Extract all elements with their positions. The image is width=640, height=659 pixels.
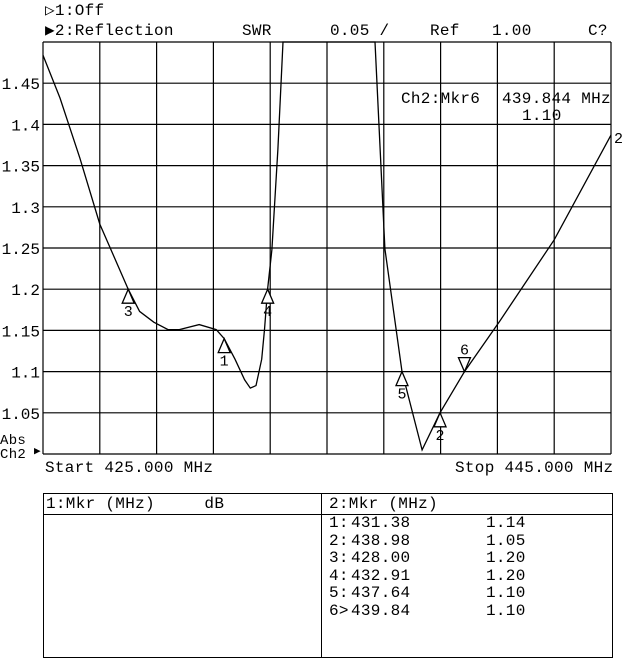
marker-6[interactable]: 6 [457,343,472,374]
ref-position-arrow-icon: ▶ [34,446,41,458]
marker-triangle-up-icon [121,287,136,304]
channel-label: Ch2 [0,447,27,463]
marker-row-freq: 439.84 [351,601,411,620]
marker-label: 5 [397,387,406,404]
marker-row-id: 4: [329,566,349,585]
grid [42,41,612,455]
y-tick-label: 1.2 [11,282,40,300]
abs-label: Abs [0,433,27,449]
ref-label: Ref [430,22,460,40]
marker-triangle-up-icon [433,411,448,428]
start-frequency[interactable]: Start 425.000 MHz [45,459,214,477]
y-tick-label: 1.1 [11,365,40,383]
marker-row-value: 1.05 [486,531,526,550]
marker-label: 3 [124,304,133,321]
y-tick-label: 1.3 [11,200,40,218]
marker-label: 2 [436,428,445,445]
scale-label: 0.05 / [330,22,390,40]
ref-value: 1.00 [492,22,532,40]
marker-triangle-up-icon [394,369,409,387]
channel1-status[interactable]: ▷1:Off [45,2,105,20]
marker-3[interactable]: 3 [121,287,136,321]
marker-label: 4 [263,304,272,321]
y-tick-label: 1.45 [2,76,40,94]
marker-row-freq: 431.38 [351,514,411,532]
channel2-status[interactable]: ▶2:Reflection [45,22,174,40]
marker-row-freq: 432.91 [351,566,411,585]
marker-row-value: 1.10 [486,601,526,620]
marker-readout-freq: 439.844 MHz [502,90,611,108]
y-tick-label: 1.25 [2,241,40,259]
marker-row-id: 3: [329,549,349,567]
marker-row-value: 1.20 [486,549,526,567]
y-tick-label: 1.15 [2,323,40,341]
y-tick-labels: 1.45 1.4 1.35 1.3 1.25 1.2 1.15 1.1 1.05 [2,76,40,424]
marker-label: 6 [460,343,469,360]
marker-row-freq: 438.98 [351,531,411,550]
stop-frequency[interactable]: Stop 445.000 MHz [455,459,614,477]
marker-triangle-up-icon [260,287,275,304]
marker-table: 1:Mkr (MHz) dB 2:Mkr (MHz) 1: 431.38 1.14 2… [43,493,613,658]
marker-row-id: 5: [329,584,349,602]
marker-row-id: 1: [329,514,349,532]
y-tick-label: 1.05 [2,406,40,424]
ch2-marker-header: 2:Mkr (MHz) [329,495,438,513]
marker-row-value: 1.20 [486,566,526,585]
marker-row-freq: 437.64 [351,584,411,602]
table-divider [44,514,612,515]
marker-1[interactable]: 1 [217,336,232,371]
marker-row-id: 2: [329,531,349,550]
format-label: SWR [242,22,272,40]
swr-chart: 1.451.41.351.31.251.21.151.11.05 123 456 … [2,41,623,455]
trace-line [42,41,612,452]
marker-triangle-down-icon [457,356,472,374]
marker-readout-label: Ch2:Mkr6 [401,90,481,108]
y-tick-label: 1.4 [11,117,40,135]
marker-readout-value: 1.10 [522,107,562,125]
marker-triangle-up-icon [217,336,232,354]
marker-5[interactable]: 5 [394,369,409,404]
trace-end-label: 2 [614,131,623,148]
marker-label: 1 [220,354,229,371]
markers: 1 2 3 4 5 6 [121,287,472,445]
marker-2[interactable]: 2 [433,411,448,445]
ch1-marker-header: 1:Mkr (MHz) dB [46,495,225,513]
marker-4[interactable]: 4 [260,287,275,321]
y-tick-label: 1.35 [2,159,40,177]
table-divider [321,494,322,657]
status-label: C? [588,22,608,40]
marker-row-id: 6> [329,601,349,620]
marker-row-value: 1.14 [486,514,526,532]
marker-row-freq: 428.00 [351,549,411,567]
marker-row-value: 1.10 [486,584,526,602]
